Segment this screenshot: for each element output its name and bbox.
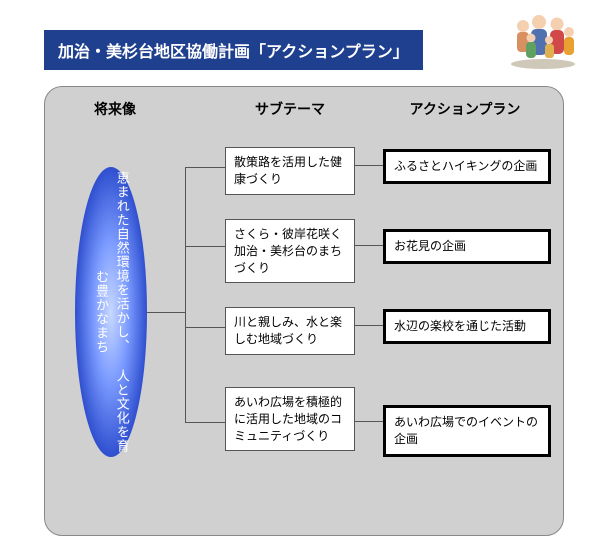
connector xyxy=(147,312,185,313)
column-header-subtheme: サブテーマ xyxy=(240,99,340,119)
subtheme-box: あいわ広場を積極的に活用した地域のコミュニティづくり xyxy=(225,387,355,451)
connector xyxy=(355,421,383,422)
action-box: お花見の企画 xyxy=(383,229,551,264)
action-box: ふるさとハイキングの企画 xyxy=(383,149,551,184)
connector xyxy=(355,325,383,326)
connector xyxy=(355,165,383,166)
vision-text: 恵まれた自然環境を活かし、 人と文化を育む豊かなまち xyxy=(90,167,132,457)
column-header-action: アクションプラン xyxy=(395,99,535,119)
subtheme-box: 川と親しみ、水と楽しむ地域づくり xyxy=(225,307,355,355)
connector xyxy=(185,246,225,247)
connector xyxy=(185,422,225,423)
connector xyxy=(185,327,225,328)
connector xyxy=(355,245,383,246)
page-title: 加治・美杉台地区協働計画「アクションプラン」 xyxy=(44,30,423,70)
connector xyxy=(185,167,225,168)
subtheme-box: 散策路を活用した健康づくり xyxy=(225,147,355,195)
family-illustration xyxy=(503,8,583,70)
diagram-panel: 将来像 サブテーマ アクションプラン 恵まれた自然環境を活かし、 人と文化を育む… xyxy=(44,86,564,536)
column-header-vision: 将来像 xyxy=(85,99,145,119)
action-box: あいわ広場でのイベントの企画 xyxy=(383,405,551,457)
vision-ellipse: 恵まれた自然環境を活かし、 人と文化を育む豊かなまち xyxy=(75,167,147,457)
action-box: 水辺の楽校を通じた活動 xyxy=(383,309,551,344)
subtheme-box: さくら・彼岸花咲く加治・美杉台のまちづくり xyxy=(225,219,355,283)
connector xyxy=(185,167,186,422)
